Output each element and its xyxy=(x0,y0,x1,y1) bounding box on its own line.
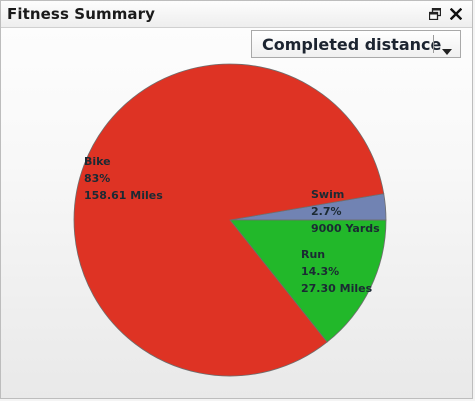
slice-label-bike-name: Bike xyxy=(84,155,111,168)
title-bar: Fitness Summary xyxy=(1,1,472,28)
pie-slice-bike[interactable] xyxy=(73,63,385,377)
pie-slice-run[interactable] xyxy=(229,219,387,343)
slice-label-swim-percent: 2.7% xyxy=(311,205,342,218)
close-icon[interactable] xyxy=(448,6,464,22)
slice-label-run-amount: 27.30 Miles xyxy=(301,282,373,295)
slice-label-bike-amount: 158.61 Miles xyxy=(84,189,163,202)
metric-dropdown-value: Completed distance xyxy=(262,35,442,54)
restore-window-icon[interactable] xyxy=(427,6,443,22)
slice-label-bike-percent: 83% xyxy=(84,172,110,185)
slice-label-swim-name: Swim xyxy=(311,188,344,201)
metric-dropdown[interactable]: Completed distance xyxy=(251,30,461,58)
slice-label-run-name: Run xyxy=(301,248,325,261)
slice-label-run-percent: 14.3% xyxy=(301,265,339,278)
panel-title: Fitness Summary xyxy=(7,5,156,23)
chevron-down-icon[interactable] xyxy=(442,41,452,60)
dropdown-separator xyxy=(433,35,434,53)
slice-label-swim-amount: 9000 Yards xyxy=(311,222,380,235)
